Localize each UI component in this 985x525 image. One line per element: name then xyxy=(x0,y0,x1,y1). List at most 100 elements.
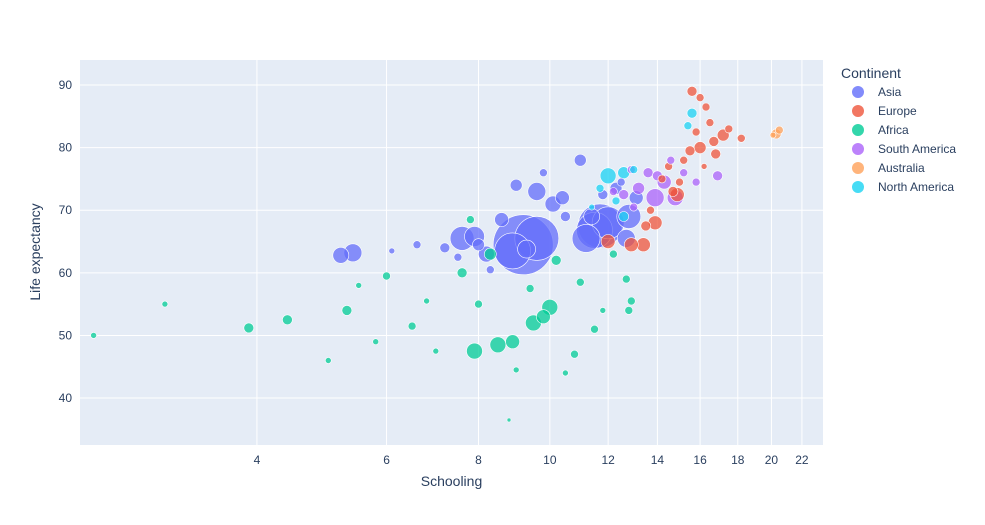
bubble-point-europe[interactable] xyxy=(657,174,667,184)
legend-item-south-america[interactable]: South America xyxy=(852,142,956,156)
bubble-point-north-america[interactable] xyxy=(629,165,639,174)
bubble-point-africa[interactable] xyxy=(341,305,353,316)
bubble-point-europe[interactable] xyxy=(710,148,722,160)
bubble-point-africa[interactable] xyxy=(423,297,430,305)
bubble-point-europe[interactable] xyxy=(705,118,715,127)
bubble-point-europe[interactable] xyxy=(686,86,698,97)
bubble-point-africa[interactable] xyxy=(466,342,483,360)
legend-item-asia[interactable]: Asia xyxy=(852,85,902,99)
bubble-point-europe[interactable] xyxy=(724,124,734,134)
bubble-point-asia[interactable] xyxy=(555,190,570,205)
bubble-point-africa[interactable] xyxy=(456,267,468,279)
bubble-point-africa[interactable] xyxy=(355,282,363,289)
bubble-point-north-america[interactable] xyxy=(611,196,621,206)
bubble-point-africa[interactable] xyxy=(599,307,607,314)
bubble-point-south-america[interactable] xyxy=(642,167,654,178)
bubble-point-africa[interactable] xyxy=(626,296,636,306)
bubble-point-north-america[interactable] xyxy=(588,203,596,211)
bubble-point-europe[interactable] xyxy=(693,141,707,154)
bubble-point-africa[interactable] xyxy=(466,215,475,224)
bubble-point-europe[interactable] xyxy=(640,220,652,232)
bubble-point-south-america[interactable] xyxy=(629,202,639,212)
bubble-point-africa[interactable] xyxy=(90,332,97,339)
bubble-point-south-america[interactable] xyxy=(609,187,618,196)
bubble-point-europe[interactable] xyxy=(708,136,720,147)
bubble-point-south-america[interactable] xyxy=(632,182,645,195)
bubble-point-asia[interactable] xyxy=(517,239,536,259)
bubble-point-europe[interactable] xyxy=(701,102,711,112)
bubble-point-north-america[interactable] xyxy=(595,184,605,193)
bubble-point-africa[interactable] xyxy=(407,321,417,331)
bubble-point-asia[interactable] xyxy=(527,182,547,201)
bubble-point-africa[interactable] xyxy=(505,334,520,350)
legend-item-europe[interactable]: Europe xyxy=(852,104,917,118)
bubble-point-europe[interactable] xyxy=(679,155,689,165)
bubble-point-south-america[interactable] xyxy=(679,168,689,177)
bubble-point-asia[interactable] xyxy=(509,178,523,192)
bubble-point-north-america[interactable] xyxy=(683,121,693,130)
bubble-point-asia[interactable] xyxy=(453,252,463,262)
legend-marker xyxy=(852,181,864,193)
bubble-point-south-america[interactable] xyxy=(645,188,665,207)
bubble-point-europe[interactable] xyxy=(675,177,684,187)
bubble-point-africa[interactable] xyxy=(609,249,618,259)
bubble-point-asia[interactable] xyxy=(560,211,571,222)
bubble-point-africa[interactable] xyxy=(562,369,569,377)
y-tick-label: 60 xyxy=(59,266,73,280)
bubble-point-africa[interactable] xyxy=(432,347,440,355)
legend-item-australia[interactable]: Australia xyxy=(852,161,925,175)
bubble-point-africa[interactable] xyxy=(550,254,562,266)
bubble-point-europe[interactable] xyxy=(600,234,616,249)
bubble-point-africa[interactable] xyxy=(512,366,520,374)
bubble-point-asia[interactable] xyxy=(571,224,601,253)
x-tick-label: 6 xyxy=(383,453,390,467)
bubble-point-north-america[interactable] xyxy=(686,107,698,119)
bubble-point-asia[interactable] xyxy=(439,242,451,254)
bubble-point-europe[interactable] xyxy=(684,145,696,157)
bubble-point-south-america[interactable] xyxy=(618,189,630,200)
bubble-point-asia[interactable] xyxy=(573,153,587,167)
bubble-point-africa[interactable] xyxy=(590,324,599,334)
bubble-point-europe[interactable] xyxy=(646,205,655,215)
bubble-point-africa[interactable] xyxy=(621,274,631,284)
bubble-point-africa[interactable] xyxy=(324,357,332,364)
bubble-point-africa[interactable] xyxy=(282,314,293,326)
bubble-point-australia[interactable] xyxy=(774,125,784,135)
bubble-point-australia[interactable] xyxy=(769,131,777,139)
bubble-point-asia[interactable] xyxy=(616,177,626,187)
bubble-point-africa[interactable] xyxy=(536,309,551,325)
bubble-point-asia[interactable] xyxy=(494,212,509,227)
bubble-point-south-america[interactable] xyxy=(666,155,676,165)
bubble-point-north-america[interactable] xyxy=(599,167,617,185)
bubble-point-europe[interactable] xyxy=(695,93,705,102)
bubble-point-africa[interactable] xyxy=(243,322,255,334)
bubble-point-africa[interactable] xyxy=(624,306,634,315)
bubble-point-asia[interactable] xyxy=(388,247,396,255)
bubble-point-europe[interactable] xyxy=(691,127,701,137)
legend-item-africa[interactable]: Africa xyxy=(852,123,909,137)
bubble-point-asia[interactable] xyxy=(485,265,495,275)
bubble-point-asia[interactable] xyxy=(412,240,422,249)
bubble-point-africa[interactable] xyxy=(575,277,585,287)
bubble-point-europe[interactable] xyxy=(700,163,708,170)
bubble-point-north-america[interactable] xyxy=(618,211,630,222)
bubble-point-africa[interactable] xyxy=(483,247,497,261)
bubble-point-africa[interactable] xyxy=(525,284,535,293)
legend-item-north-america[interactable]: North America xyxy=(852,180,954,194)
bubble-point-asia[interactable] xyxy=(472,238,485,251)
bubble-point-africa[interactable] xyxy=(506,417,512,423)
bubble-point-africa[interactable] xyxy=(161,300,169,308)
bubble-point-asia[interactable] xyxy=(332,247,350,264)
bubble-point-africa[interactable] xyxy=(570,349,579,359)
bubble-point-south-america[interactable] xyxy=(712,170,723,182)
bubble-point-europe[interactable] xyxy=(736,134,746,143)
bubble-point-europe[interactable] xyxy=(623,237,639,252)
bubble-point-africa[interactable] xyxy=(382,271,391,281)
bubble-point-asia[interactable] xyxy=(583,208,601,225)
bubble-point-asia[interactable] xyxy=(539,168,548,177)
bubble-point-africa[interactable] xyxy=(372,338,380,346)
bubble-point-europe[interactable] xyxy=(667,186,679,197)
bubble-point-south-america[interactable] xyxy=(691,177,701,187)
bubble-point-africa[interactable] xyxy=(489,336,507,354)
bubble-point-africa[interactable] xyxy=(474,299,483,309)
